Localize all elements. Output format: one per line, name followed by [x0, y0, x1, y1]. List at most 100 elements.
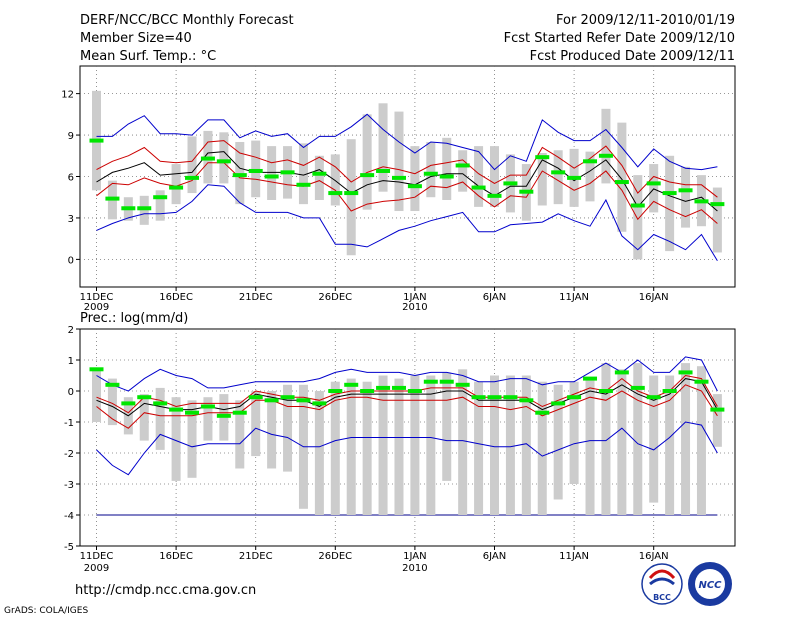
median-marker — [360, 389, 375, 393]
y-tick-label: 12 — [61, 90, 74, 101]
ensemble-box — [553, 150, 563, 205]
median-marker — [439, 379, 454, 384]
median-marker — [153, 401, 168, 406]
median-marker — [710, 202, 725, 207]
median-marker — [423, 171, 438, 176]
x-year-label: 2009 — [84, 302, 109, 313]
ensemble-box — [681, 363, 691, 515]
ensemble-box — [362, 381, 372, 515]
y-tick-label: 0 — [68, 255, 74, 266]
y-tick-label: 0 — [68, 387, 74, 398]
ensemble-mean-line — [96, 151, 718, 212]
median-marker — [216, 159, 231, 164]
median-marker — [710, 407, 725, 412]
ensemble-box — [235, 141, 245, 205]
median-marker — [344, 382, 359, 387]
median-marker — [280, 170, 295, 175]
median-marker — [551, 170, 566, 175]
median-marker — [296, 398, 311, 403]
x-tick-label: 11DEC — [80, 551, 114, 562]
outer-upper-line — [96, 356, 718, 392]
ensemble-box — [314, 155, 324, 200]
ensemble-box — [696, 366, 706, 515]
median-marker — [121, 206, 136, 211]
median-marker — [439, 174, 454, 179]
x-tick-label: 6JAN — [483, 551, 506, 562]
ensemble-box — [585, 151, 595, 202]
ensemble-box — [537, 153, 547, 206]
median-marker — [471, 395, 486, 400]
ensemble-box — [203, 397, 213, 441]
ensemble-box — [617, 369, 627, 515]
median-marker — [248, 395, 263, 400]
median-marker — [137, 206, 152, 211]
ensemble-box — [633, 175, 643, 260]
x-tick-label: 1JAN — [403, 292, 426, 303]
forecast-period: For 2009/12/11-2010/01/19 — [556, 13, 735, 28]
median-marker — [391, 385, 406, 390]
median-marker — [503, 181, 518, 186]
median-marker — [614, 180, 629, 185]
median-marker — [567, 395, 582, 400]
median-marker — [200, 404, 215, 409]
x-tick-label: 6JAN — [483, 292, 506, 303]
y-tick-label: -1 — [64, 418, 74, 429]
median-marker — [185, 410, 200, 415]
outer-lower-line — [96, 184, 718, 262]
ensemble-box — [171, 397, 181, 481]
bcc-logo-text: BCC — [653, 593, 671, 602]
median-marker — [248, 168, 263, 173]
ensemble-mean-line — [96, 378, 718, 417]
ensemble-box — [298, 143, 308, 205]
ensemble-box — [649, 375, 659, 503]
ensemble-box — [267, 146, 277, 200]
median-marker — [264, 174, 279, 179]
ensemble-box — [426, 375, 436, 515]
median-marker — [678, 370, 693, 375]
median-marker — [169, 407, 184, 412]
ensemble-box — [251, 140, 261, 198]
ensemble-box — [537, 381, 547, 515]
median-marker — [487, 193, 502, 198]
ensemble-box — [235, 400, 245, 469]
median-marker — [567, 175, 582, 180]
x-tick-label: 16DEC — [159, 551, 193, 562]
median-marker — [471, 185, 486, 190]
ensemble-box — [490, 146, 499, 207]
ensemble-box — [139, 195, 149, 225]
ensemble-box — [569, 381, 579, 484]
member-size-label: Member Size=40 — [80, 31, 192, 46]
median-marker — [296, 182, 311, 187]
ensemble-box — [474, 381, 484, 515]
median-marker — [535, 410, 550, 415]
y-tick-label: -3 — [64, 480, 74, 491]
variable-label: Mean Surf. Temp.: °C — [80, 49, 216, 64]
ensemble-box — [521, 375, 531, 515]
y-tick-label: 2 — [68, 325, 74, 336]
median-marker — [200, 156, 215, 161]
median-marker — [519, 398, 534, 403]
figure-title: DERF/NCC/BCC Monthly Forecast — [80, 13, 294, 28]
ensemble-box — [251, 391, 261, 457]
x-tick-label: 21DEC — [239, 292, 273, 303]
x-tick-label: 11DEC — [80, 292, 114, 303]
ensemble-box — [378, 375, 388, 515]
median-marker — [503, 395, 518, 400]
ensemble-box — [442, 137, 452, 200]
y-tick-label: 1 — [68, 356, 74, 367]
ensemble-box — [139, 394, 149, 441]
ensemble-box — [330, 381, 340, 515]
ensemble-box — [171, 164, 181, 205]
median-marker — [137, 395, 152, 400]
ensemble-box — [155, 190, 165, 221]
median-marker — [232, 410, 247, 415]
median-marker — [583, 376, 598, 381]
median-marker — [105, 382, 120, 387]
ensemble-box — [378, 103, 388, 192]
y-tick-label: -5 — [64, 542, 74, 553]
median-marker — [630, 385, 645, 390]
median-marker — [551, 401, 566, 406]
median-marker — [535, 155, 550, 160]
x-tick-label: 11JAN — [559, 292, 589, 303]
